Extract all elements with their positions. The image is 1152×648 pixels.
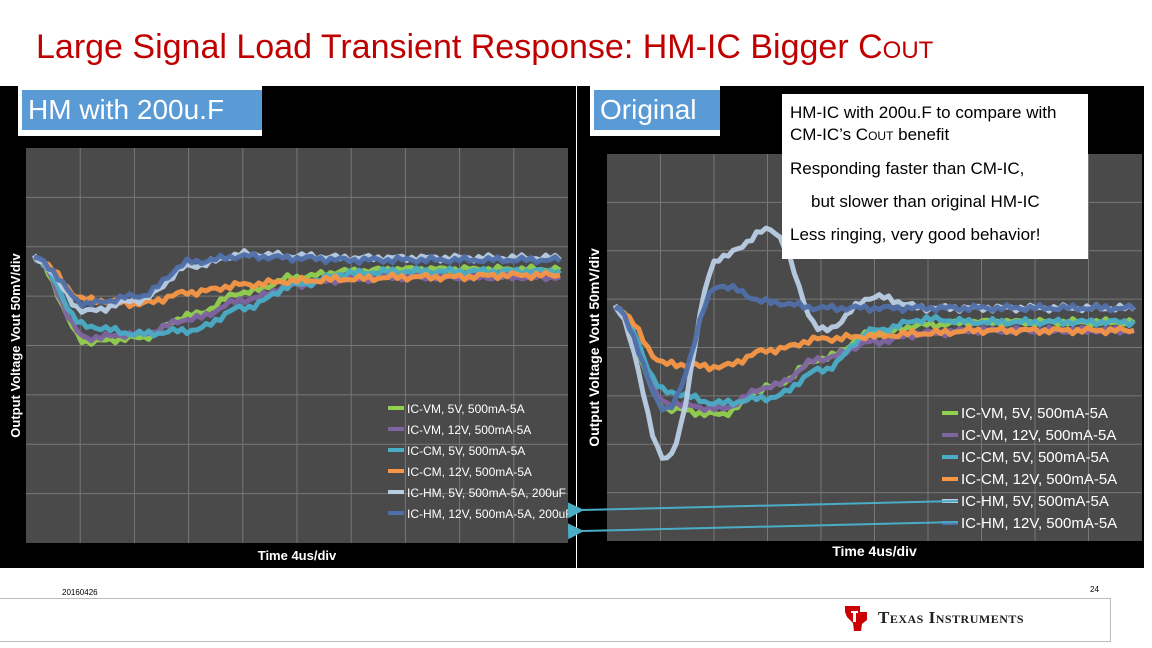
- legend-label: IC-HM, 5V, 500mA-5A: [961, 493, 1109, 510]
- ti-logo: Texas Instruments: [842, 603, 1024, 633]
- series-line: [614, 306, 1136, 408]
- x-axis-label: Time 4us/div: [832, 543, 917, 559]
- note-line-2: Responding faster than CM-IC,: [790, 159, 1025, 178]
- right-tag-box: Original: [590, 86, 720, 136]
- legend-label: IC-VM, 5V, 500mA-5A: [961, 405, 1108, 422]
- legend-label: IC-VM, 12V, 500mA-5A: [961, 427, 1116, 444]
- left-chart: IC-VM, 5V, 500mA-5A IC-VM, 12V, 500mA-5A I…: [8, 148, 573, 563]
- left-tag-box: HM with 200u.F: [18, 86, 262, 136]
- ti-logo-icon: [845, 606, 867, 631]
- note-line-1: HM-IC with 200u.F to compare with CM-IC’…: [790, 102, 1088, 147]
- footer-date: 20160426: [62, 588, 98, 597]
- x-axis-label: Time 4us/div: [258, 548, 337, 563]
- left-chart-panel: IC-VM, 5V, 500mA-5A IC-VM, 12V, 500mA-5A I…: [0, 86, 576, 568]
- series-line: [33, 250, 562, 309]
- note-line-1-sub: OUT: [868, 129, 894, 143]
- slide-title-subscript: OUT: [882, 37, 934, 64]
- left-tag: HM with 200u.F: [22, 90, 262, 130]
- legend-label: IC-CM, 5V, 500mA-5A: [961, 449, 1109, 466]
- note-line-4: Less ringing, very good behavior!: [790, 225, 1041, 244]
- legend-label: IC-VM, 5V, 500mA-5A: [407, 402, 525, 416]
- legend-label: IC-CM, 12V, 500mA-5A: [961, 471, 1117, 488]
- slide-title: Large Signal Load Transient Response: HM…: [36, 28, 933, 67]
- note-line-1-b: benefit: [893, 125, 950, 144]
- legend-label: IC-HM, 12V, 500mA-5A, 200uF: [407, 507, 573, 521]
- legend-label: IC-HM, 12V, 500mA-5A: [961, 515, 1117, 532]
- ti-logo-text: Texas Instruments: [878, 608, 1025, 627]
- legend-label: IC-HM, 5V, 500mA-5A, 200uF: [407, 486, 566, 500]
- legend-label: IC-CM, 12V, 500mA-5A: [407, 465, 532, 479]
- series-line: [613, 304, 1135, 373]
- series-line: [613, 282, 1136, 413]
- page-number: 24: [1090, 585, 1099, 594]
- note-line-1-a: HM-IC with 200u.F to compare with CM-IC’…: [790, 103, 1057, 144]
- y-axis-label: Output Voltage Vout 50mV/div: [8, 253, 23, 438]
- note-line-3: but slower than original HM-IC: [811, 192, 1040, 211]
- slide-title-main: Large Signal Load Transient Response: HM…: [36, 28, 883, 66]
- y-axis-label: Output Voltage Vout 50mV/div: [586, 248, 602, 447]
- legend-label: IC-CM, 5V, 500mA-5A: [407, 444, 525, 458]
- comparison-notes: HM-IC with 200u.F to compare with CM-IC’…: [782, 94, 1088, 259]
- right-tag: Original: [594, 90, 720, 130]
- footer-bar: [0, 598, 1111, 642]
- legend-label: IC-VM, 12V, 500mA-5A: [407, 423, 531, 437]
